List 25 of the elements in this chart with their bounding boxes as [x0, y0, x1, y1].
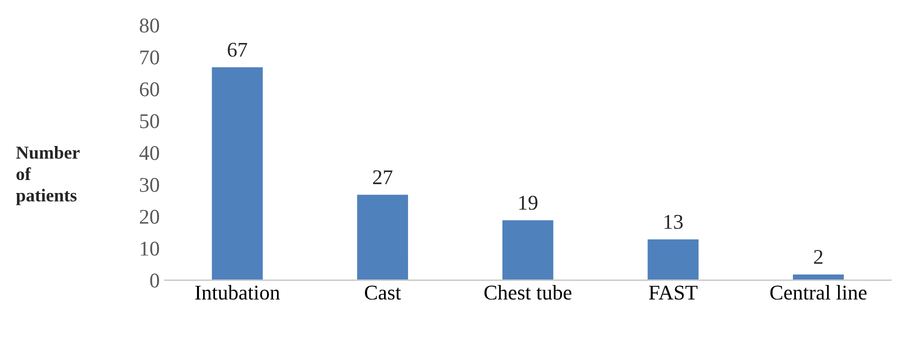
x-tick-label: Intubation — [195, 285, 280, 300]
y-tick-label: 0 — [150, 274, 160, 288]
y-tick-label: 80 — [140, 18, 160, 33]
y-tick-label: 50 — [140, 114, 160, 128]
y-tick-label: 10 — [140, 242, 160, 256]
x-tick-label: Chest tube — [484, 285, 572, 300]
x-tick-label: Cast — [364, 286, 401, 300]
y-tick-label: 40 — [139, 146, 160, 160]
y-tick-label: 60 — [140, 82, 160, 96]
bar — [210, 66, 264, 280]
data-label: 2 — [814, 250, 822, 264]
bar — [646, 238, 700, 280]
y-tick-label: 70 — [140, 50, 160, 64]
data-label: 27 — [373, 170, 392, 184]
x-tick-label: FAST — [649, 286, 698, 300]
bar — [792, 273, 846, 280]
y-tick-label: 20 — [140, 210, 160, 224]
bar — [356, 193, 410, 280]
data-label: 13 — [664, 214, 683, 229]
y-tick-label: 30 — [140, 178, 160, 192]
x-tick-label: Central line — [770, 285, 867, 300]
bar — [501, 218, 555, 280]
data-label: 67 — [228, 42, 248, 57]
data-label: 19 — [519, 196, 538, 210]
y-axis-title: Number of patients — [16, 146, 80, 206]
